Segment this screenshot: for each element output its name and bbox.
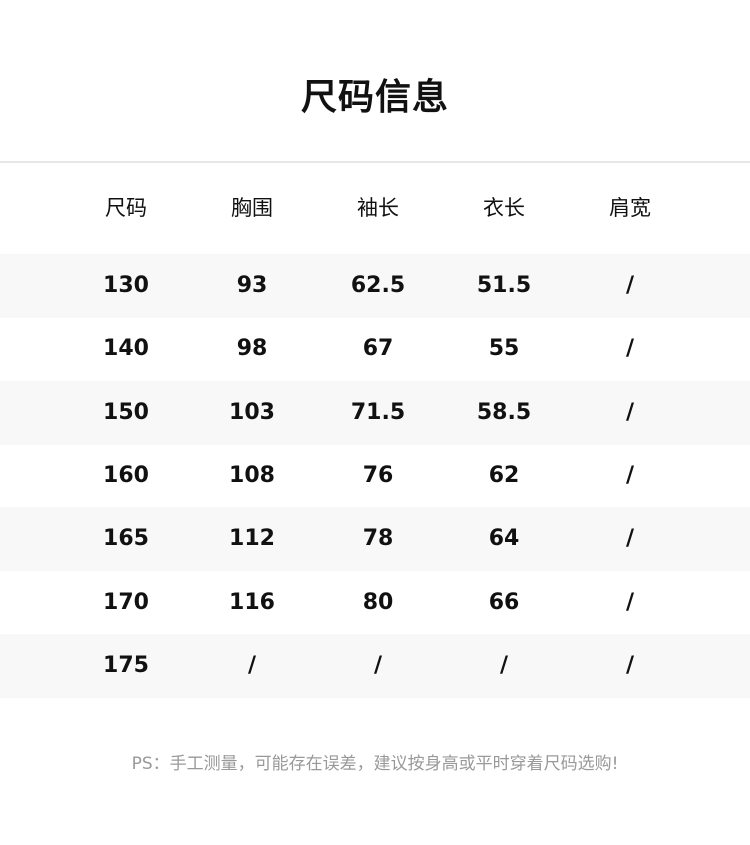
table-cell: 55: [488, 336, 520, 362]
table-cell: 103: [229, 399, 275, 425]
page-title: 尺码信息: [300, 77, 449, 118]
table-cell: 112: [229, 526, 275, 552]
table-cell: 64: [488, 526, 520, 552]
table-cell: 93: [236, 273, 268, 298]
table-cell: 67: [362, 336, 394, 362]
table-cell: 80: [362, 589, 394, 615]
table-cell: 130: [103, 273, 149, 298]
table-cell: /: [625, 652, 635, 678]
table-cell: /: [373, 652, 383, 678]
table-cell: /: [499, 652, 509, 678]
table-cell: /: [625, 336, 635, 362]
table-cell: 51.5: [476, 273, 532, 298]
divider: [0, 161, 750, 163]
table-header: 尺码 胸围 袖长 衣长 肩宽: [0, 176, 750, 240]
header-cell: 胸围: [231, 196, 273, 220]
header-cell: 衣长: [483, 196, 525, 220]
table-cell: 170: [103, 589, 149, 615]
header-cell: 袖长: [357, 196, 399, 220]
table-cell: /: [625, 526, 635, 552]
table-cell: 62.5: [350, 273, 406, 298]
table-row: 170 116 80 66 /: [0, 571, 750, 635]
table-cell: 116: [229, 589, 275, 615]
table-cell: /: [625, 462, 635, 488]
table-cell: 140: [103, 336, 149, 362]
table-row: 130 93 62.5 51.5 /: [0, 254, 750, 318]
table-cell: 108: [229, 462, 275, 488]
table-cell: /: [625, 399, 635, 425]
table-cell: 160: [103, 462, 149, 488]
table-cell: 76: [362, 462, 394, 488]
table-row: 175 / / / /: [0, 633, 750, 698]
table-cell: /: [625, 589, 635, 615]
table-row: 165 112 78 64 /: [0, 507, 750, 572]
table-row: 150 103 71.5 58.5 /: [0, 380, 750, 445]
table-cell: 66: [488, 589, 520, 615]
table-cell: 78: [362, 526, 394, 552]
header-cell: 尺码: [105, 196, 147, 220]
table-cell: 62: [488, 462, 520, 488]
table-cell: 98: [236, 336, 268, 362]
footnote: PS：手工测量，可能存在误差，建议按身高或平时穿着尺码选购!: [131, 754, 619, 774]
table-cell: 71.5: [350, 399, 406, 425]
table-row: 160 108 76 62 /: [0, 444, 750, 508]
table-cell: 150: [103, 399, 149, 425]
table-cell: 58.5: [476, 399, 532, 425]
table-cell: /: [247, 652, 257, 678]
table-cell: 165: [103, 526, 149, 552]
table-cell: /: [625, 273, 635, 298]
header-cell: 肩宽: [609, 196, 651, 220]
table-cell: 175: [103, 652, 149, 678]
table-row: 140 98 67 55 /: [0, 317, 750, 381]
